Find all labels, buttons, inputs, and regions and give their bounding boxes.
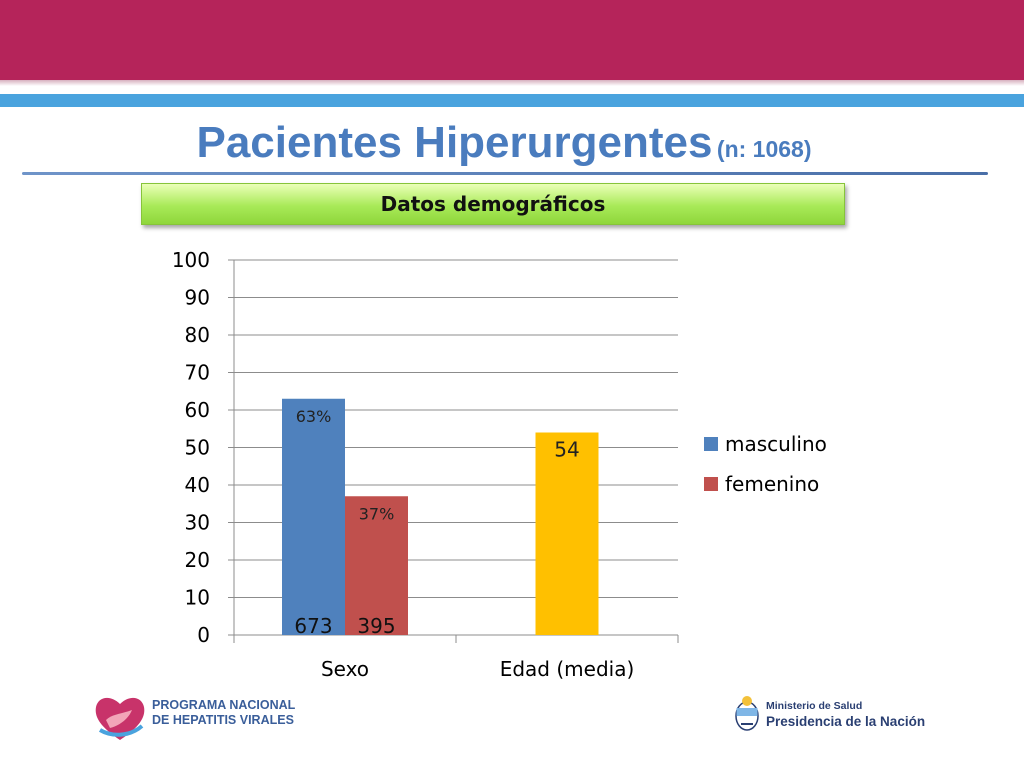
y-tick-label-60: 60 bbox=[185, 398, 210, 422]
y-tick-label-10: 10 bbox=[185, 586, 210, 610]
title-underline bbox=[22, 172, 988, 175]
blue-accent-strip bbox=[0, 94, 1024, 107]
ministry-line2: Presidencia de la Nación bbox=[766, 714, 926, 729]
y-tick-label-40: 40 bbox=[185, 473, 210, 497]
bar-masculino-0 bbox=[282, 398, 345, 635]
coat-of-arms-icon bbox=[735, 696, 759, 731]
program-logo-text: Programa Nacional de Hepatitis Virales bbox=[152, 698, 295, 728]
program-logo-line1: Programa Nacional bbox=[152, 698, 296, 712]
ministry-logo: Ministerio de Salud Presidencia de la Na… bbox=[732, 692, 952, 736]
subtitle-banner: Datos demográficos bbox=[141, 183, 845, 225]
subtitle-text: Datos demográficos bbox=[380, 192, 606, 216]
program-logo-line2: de Hepatitis Virales bbox=[152, 713, 294, 727]
y-tick-label-100: 100 bbox=[172, 248, 210, 272]
x-tick-label-0: Sexo bbox=[321, 657, 369, 681]
y-tick-label-80: 80 bbox=[185, 323, 210, 347]
top-band-shadow bbox=[0, 80, 1024, 86]
y-tick-label-70: 70 bbox=[185, 361, 210, 385]
base-label-masculino-0: 673 bbox=[294, 614, 332, 638]
slide-title: Pacientes Hiperurgentes (n: 1068) bbox=[0, 118, 1008, 168]
y-tick-label-90: 90 bbox=[185, 286, 210, 310]
slide-title-main: Pacientes Hiperurgentes bbox=[196, 118, 713, 167]
y-tick-label-50: 50 bbox=[185, 436, 210, 460]
base-label-femenino-0: 395 bbox=[357, 614, 395, 638]
bar-edad-media bbox=[535, 432, 599, 635]
top-color-band bbox=[0, 0, 1024, 80]
data-label-edad-media: 54 bbox=[554, 438, 579, 462]
y-tick-label-0: 0 bbox=[197, 623, 210, 647]
data-label-masculino-0: 63% bbox=[296, 407, 332, 426]
y-tick-label-20: 20 bbox=[185, 548, 210, 572]
ministry-line1: Ministerio de Salud bbox=[766, 700, 863, 712]
legend-swatch-femenino bbox=[704, 477, 718, 491]
program-logo: Programa Nacional de Hepatitis Virales bbox=[92, 690, 295, 746]
bar-femenino-0 bbox=[345, 496, 408, 635]
hepatitis-heart-icon bbox=[95, 697, 145, 740]
legend-label-femenino: femenino bbox=[725, 472, 819, 496]
data-label-femenino-0: 37% bbox=[359, 504, 395, 523]
legend-label-masculino: masculino bbox=[725, 432, 827, 456]
y-tick-label-30: 30 bbox=[185, 511, 210, 535]
x-tick-label-1: Edad (media) bbox=[500, 657, 635, 681]
slide-title-note: (n: 1068) bbox=[716, 136, 812, 162]
ministry-logo-text: Ministerio de Salud Presidencia de la Na… bbox=[766, 700, 925, 730]
legend-swatch-masculino bbox=[704, 437, 718, 451]
